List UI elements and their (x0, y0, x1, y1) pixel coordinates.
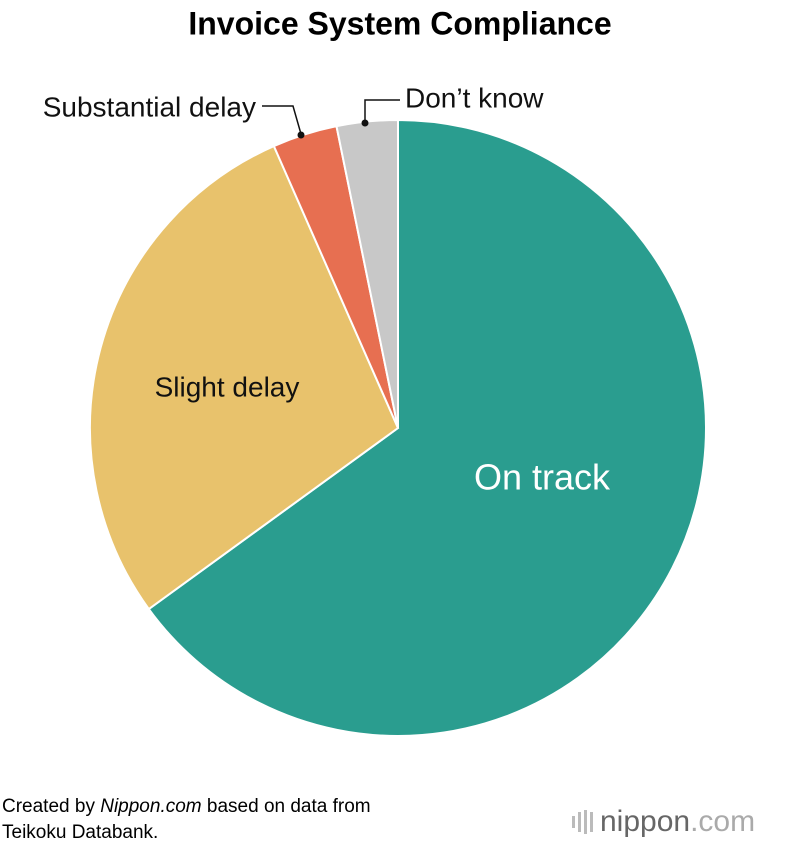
source-text: Created by (2, 796, 100, 817)
slice-label: On track (474, 457, 611, 498)
logo-text: nippon (600, 805, 690, 838)
logo: nippon.com (572, 805, 755, 838)
source: Created by Nippon.com based on data from (2, 796, 371, 817)
leader-line (364, 99, 400, 123)
logo-text: nippon.com (600, 805, 755, 838)
source-text: Nippon.com (100, 796, 201, 817)
slice-label: Don’t know (405, 82, 544, 113)
slice-label: Slight delay (155, 371, 300, 402)
pie-slice (89, 144, 400, 611)
leader-dot (297, 131, 305, 139)
chart-title: Invoice System Compliance (188, 5, 611, 41)
pie-slice (147, 118, 707, 737)
source-text: based on data from (202, 796, 371, 817)
leader-line (262, 105, 302, 135)
source: Teikoku Databank. (2, 822, 158, 843)
logo-bars (572, 810, 593, 834)
pie (89, 118, 707, 737)
slice-label: Substantial delay (43, 91, 256, 122)
leader-dot (361, 119, 369, 127)
logo-text: .com (690, 805, 755, 838)
labels: On track Slight delay Substantial delay Don… (43, 82, 611, 497)
